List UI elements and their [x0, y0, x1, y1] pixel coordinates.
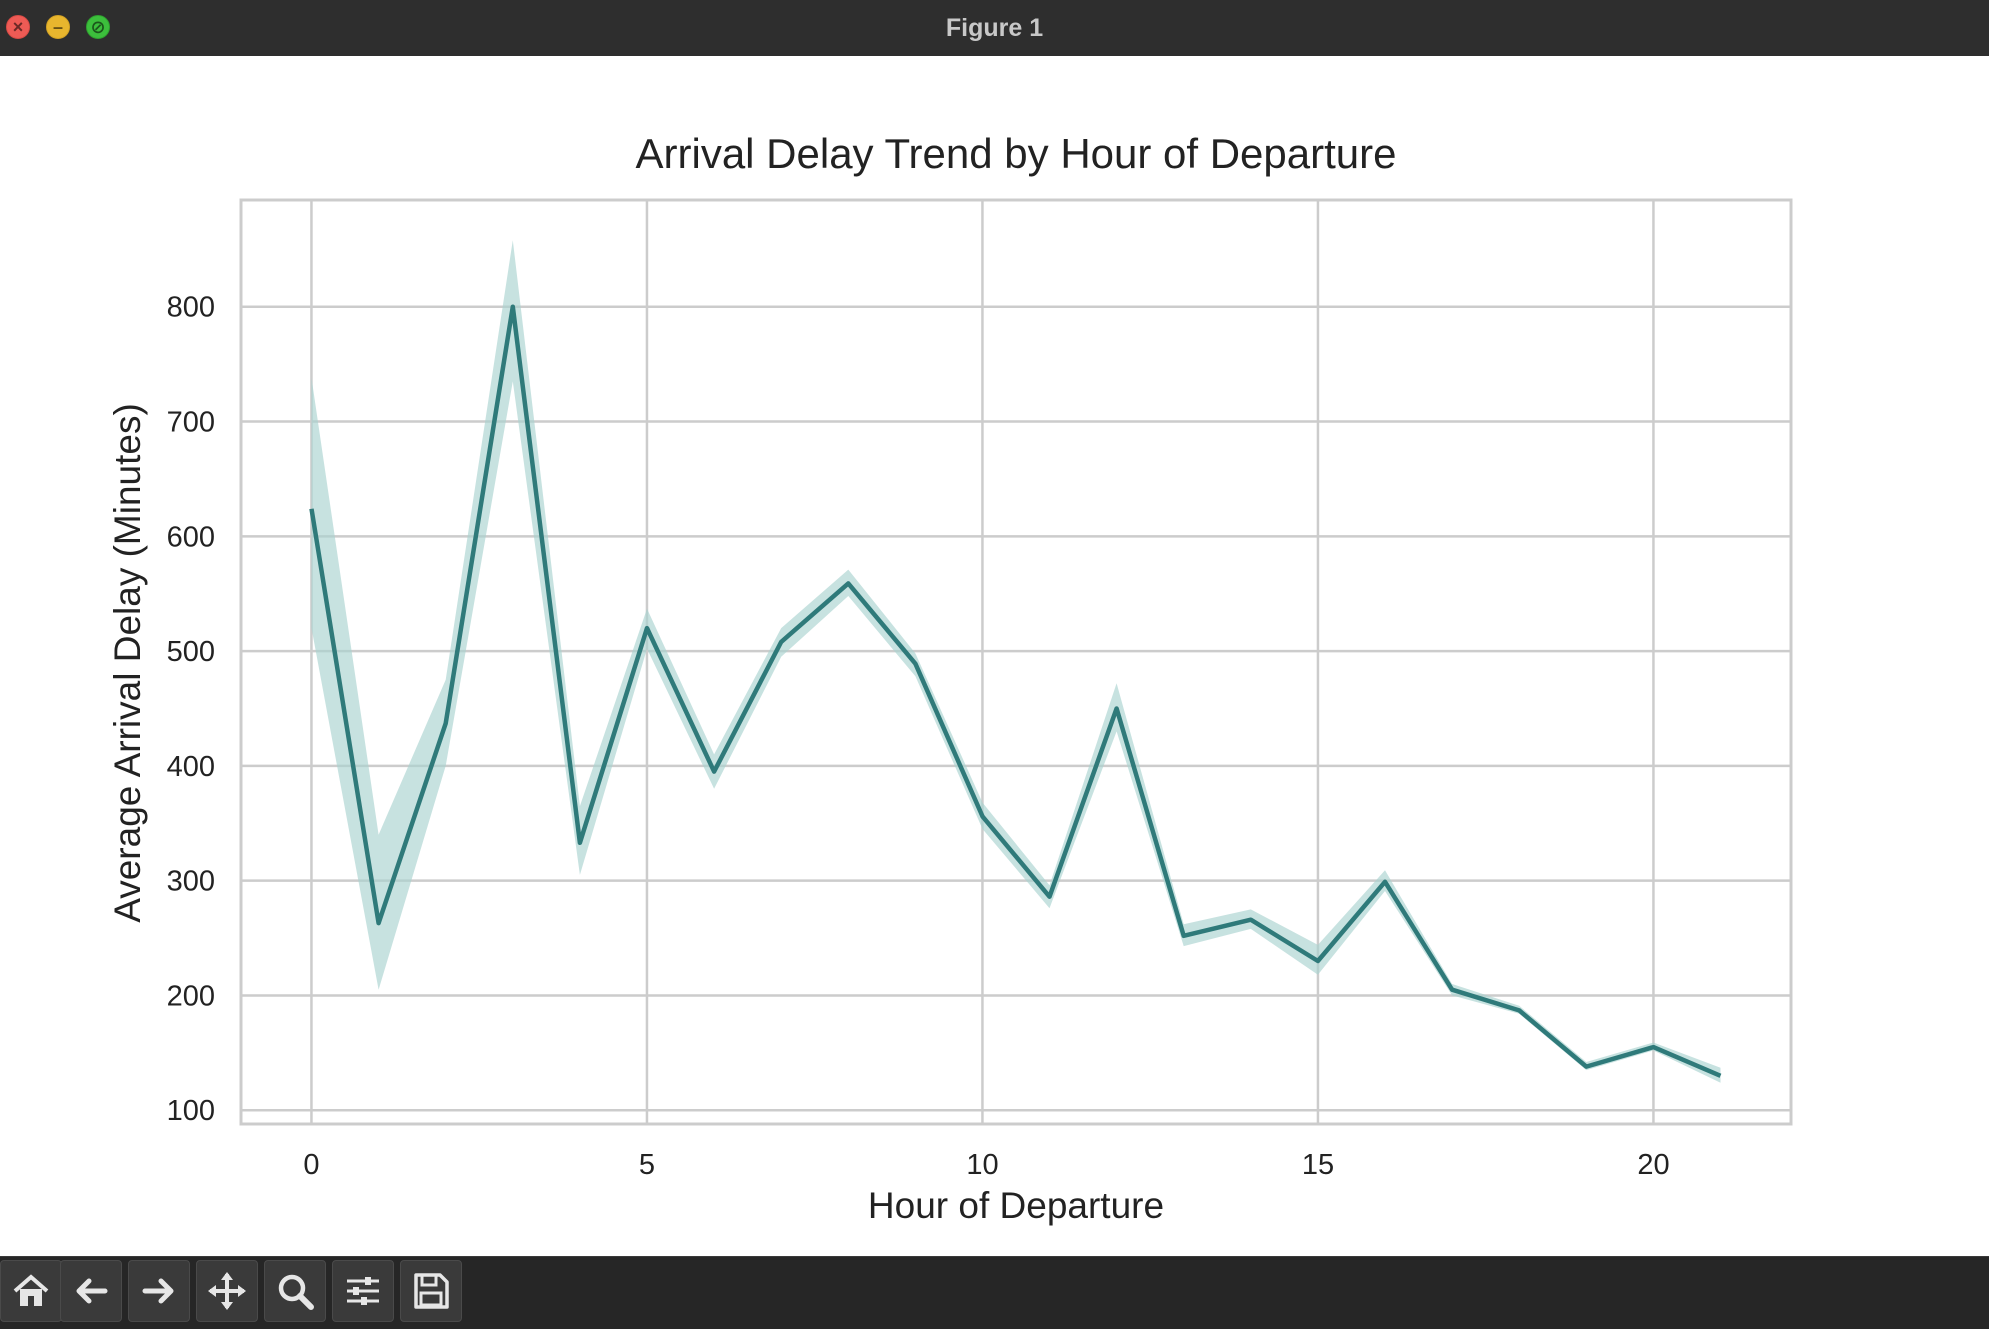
- series-line: [309, 304, 1722, 1078]
- maximize-window-button[interactable]: ⊘: [86, 15, 110, 39]
- title-bar[interactable]: Figure 1 × – ⊘: [0, 0, 1989, 57]
- home-icon: [13, 1274, 49, 1306]
- y-tick-label: 100: [167, 1095, 215, 1127]
- subplots-button[interactable]: [332, 1260, 394, 1322]
- back-button[interactable]: [60, 1260, 122, 1322]
- minimize-icon: –: [52, 17, 63, 37]
- x-tick-label: 15: [1302, 1149, 1334, 1181]
- back-arrow-icon: [76, 1278, 108, 1304]
- x-axis-label: Hour of Departure: [868, 1185, 1164, 1226]
- pan-button[interactable]: [196, 1260, 258, 1322]
- y-tick-label: 400: [167, 751, 215, 783]
- minimize-window-button[interactable]: –: [46, 15, 70, 39]
- pan-move-icon: [208, 1272, 246, 1310]
- save-button[interactable]: [400, 1260, 462, 1322]
- confidence-band: [311, 240, 1721, 1083]
- navigation-toolbar: [0, 1256, 1989, 1329]
- axes-frame: [239, 198, 1793, 1126]
- figure-canvas[interactable]: 0 5 10 15 20 100 200 300 400 500 600 700 800 Arrival…: [0, 56, 1989, 1256]
- tick-labels: 0 5 10 15 20 100 200 300 400 500 600 700 800: [167, 292, 1670, 1181]
- chart-title: Arrival Delay Trend by Hour of Departure: [636, 130, 1397, 177]
- x-tick-label: 10: [966, 1149, 998, 1181]
- y-tick-label: 300: [167, 866, 215, 898]
- configure-subplots-icon: [347, 1277, 379, 1305]
- zoom-magnifier-icon: [278, 1274, 314, 1310]
- y-tick-label: 200: [167, 980, 215, 1012]
- close-window-button[interactable]: ×: [6, 15, 30, 39]
- close-icon: ×: [12, 17, 24, 37]
- grid-lines: [241, 200, 1791, 1124]
- forward-arrow-icon: [142, 1278, 174, 1304]
- y-axis-label: Average Arrival Delay (Minutes): [107, 403, 148, 923]
- y-tick-label: 800: [167, 292, 215, 324]
- x-tick-label: 5: [639, 1149, 655, 1181]
- forward-button[interactable]: [128, 1260, 190, 1322]
- home-button[interactable]: [0, 1260, 62, 1322]
- zoom-button[interactable]: [264, 1260, 326, 1322]
- x-tick-label: 0: [303, 1149, 319, 1181]
- y-tick-label: 600: [167, 521, 215, 553]
- window-title: Figure 1: [945, 14, 1044, 42]
- y-tick-label: 500: [167, 636, 215, 668]
- line-chart: 0 5 10 15 20 100 200 300 400 500 600 700 800 Arrival…: [107, 130, 1793, 1226]
- maximize-icon: ⊘: [90, 17, 106, 37]
- y-tick-label: 700: [167, 407, 215, 439]
- x-tick-label: 20: [1637, 1149, 1669, 1181]
- save-floppy-icon: [414, 1273, 449, 1309]
